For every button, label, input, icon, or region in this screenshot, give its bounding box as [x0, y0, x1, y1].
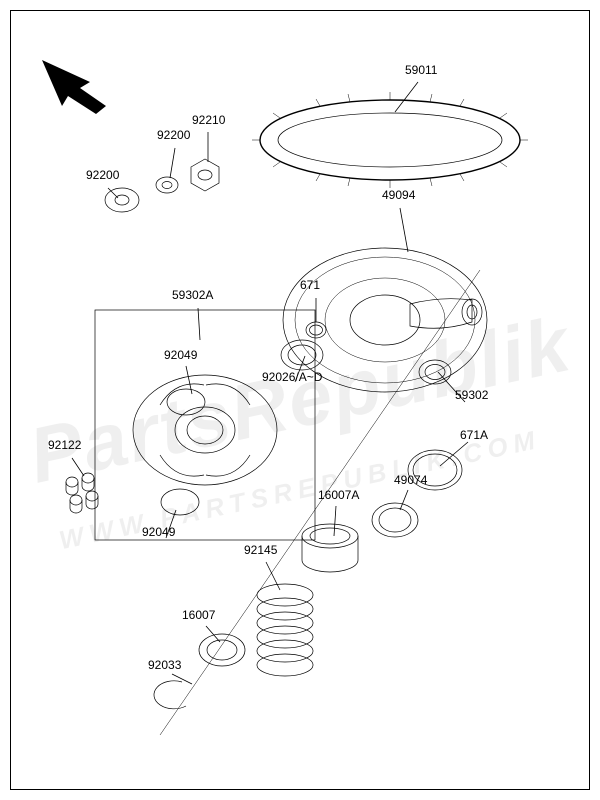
callout-92049b: 92049	[142, 525, 175, 539]
diagram-stage	[10, 10, 588, 788]
callout-49094: 49094	[382, 188, 415, 202]
part-sleeve-16007A	[302, 524, 358, 572]
callout-671: 671	[300, 278, 320, 292]
callout-92210: 92210	[192, 113, 225, 127]
part-seat-16007	[199, 634, 245, 666]
assembly-panel	[95, 310, 315, 540]
callout-92122: 92122	[48, 438, 81, 452]
callout-92200a: 92200	[157, 128, 190, 142]
callout-59302: 59302	[455, 388, 488, 402]
orientation-arrow	[42, 60, 106, 114]
part-washer-92200-large	[105, 188, 139, 212]
part-face-59302	[419, 360, 451, 384]
part-rollers-92122	[66, 473, 98, 513]
callout-92033: 92033	[148, 658, 181, 672]
callout-92026: 92026/A~D	[262, 370, 322, 384]
part-bushing-49074	[372, 503, 418, 537]
leader-lines	[72, 82, 480, 735]
part-cam-assy-59302A	[133, 375, 277, 515]
callout-16007: 16007	[182, 608, 215, 622]
part-nut-92210	[191, 159, 219, 191]
callout-92200b: 92200	[86, 168, 119, 182]
callout-59011: 59011	[405, 63, 437, 77]
callout-671A: 671A	[460, 428, 488, 442]
part-washer-92200-small	[156, 177, 178, 193]
callout-92145: 92145	[244, 543, 277, 557]
callout-16007A: 16007A	[318, 488, 359, 502]
part-belt-59011	[252, 92, 528, 188]
part-spring-92145	[257, 584, 313, 676]
callout-59302A: 59302A	[172, 288, 213, 302]
callout-49074: 49074	[394, 473, 427, 487]
part-oring-671	[306, 322, 326, 338]
callout-92049a: 92049	[164, 348, 197, 362]
